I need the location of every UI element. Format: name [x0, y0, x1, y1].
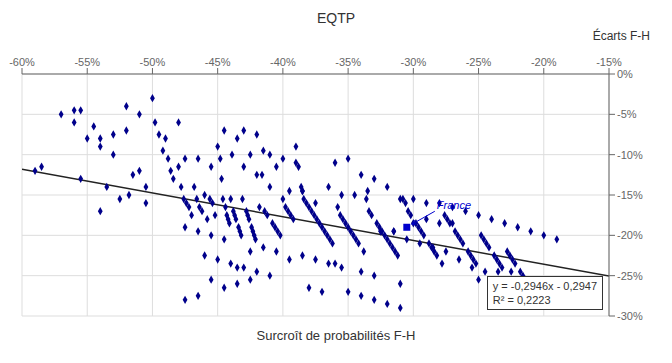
- svg-text:-60%: -60%: [9, 56, 35, 68]
- html-text:y = -0,2946x - 0,2947: y = -0,2946x - 0,2947: [492, 280, 597, 292]
- svg-text:0%: 0%: [617, 68, 633, 80]
- svg-text:-50%: -50%: [140, 56, 166, 68]
- svg-text:-20%: -20%: [531, 56, 557, 68]
- svg-text:-25%: -25%: [466, 56, 492, 68]
- svg-text:-35%: -35%: [335, 56, 361, 68]
- svg-text:-55%: -55%: [74, 56, 100, 68]
- svg-text:-30%: -30%: [617, 310, 643, 322]
- svg-text:-45%: -45%: [205, 56, 231, 68]
- html-text:Surcroît de probabilités F-H: Surcroît de probabilités F-H: [256, 328, 416, 343]
- svg-text:France: France: [437, 199, 471, 211]
- svg-text:-30%: -30%: [400, 56, 426, 68]
- svg-text:-25%: -25%: [617, 270, 643, 282]
- svg-text:-15%: -15%: [596, 56, 622, 68]
- svg-text:-5%: -5%: [617, 108, 637, 120]
- svg-text:-10%: -10%: [617, 149, 643, 161]
- svg-text:-40%: -40%: [270, 56, 296, 68]
- html-text:R² = 0,2223: R² = 0,2223: [492, 294, 551, 306]
- svg-text:-15%: -15%: [617, 189, 643, 201]
- svg-text:-20%: -20%: [617, 229, 643, 241]
- html-text:Écarts F-H: Écarts F-H: [592, 29, 650, 43]
- html-text:EQTP: EQTP: [316, 10, 356, 26]
